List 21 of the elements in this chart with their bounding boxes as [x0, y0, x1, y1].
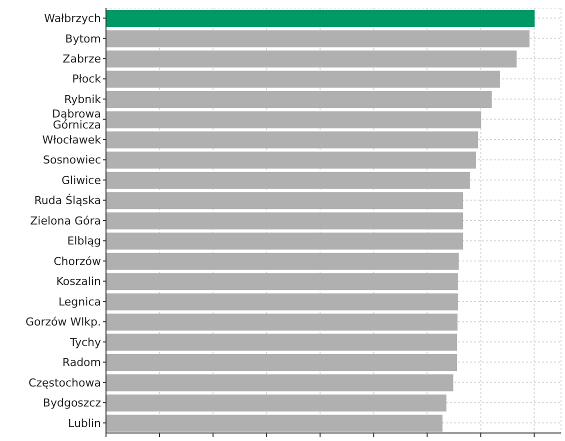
y-tick-label: Tychy — [68, 336, 102, 349]
y-tick-label: Dąbrowa Górnicza — [52, 108, 101, 132]
y-tick-label: Lublin — [68, 416, 102, 430]
y-tick-label: Bydgoszcz — [42, 396, 102, 410]
y-tick-label: Bytom — [65, 32, 101, 46]
y-tick-label: Legnica — [58, 295, 101, 308]
y-tick-label: Częstochowa — [28, 376, 101, 390]
y-tick-label: Chorzów — [54, 254, 101, 268]
y-tick-label: Zielona Góra — [30, 214, 101, 228]
y-tick-label: Gorzów Wlkp. — [25, 316, 101, 329]
y-tick-label: Ruda Śląska — [34, 193, 101, 208]
y-tick-label: Rybnik — [64, 92, 102, 106]
y-tick-label: Włocławek — [42, 133, 102, 146]
y-tick-label: Gliwice — [61, 174, 102, 187]
y-tick-label: Sosnowiec — [42, 154, 101, 167]
y-tick-label: Elbląg — [67, 234, 101, 248]
y-tick-label: Płock — [72, 72, 102, 86]
y-tick-label: Koszalin — [56, 275, 102, 288]
y-tick-label: Wałbrzych — [44, 12, 102, 26]
y-tick-label: Radom — [62, 356, 101, 370]
y-tick-label: Zabrze — [62, 52, 102, 66]
